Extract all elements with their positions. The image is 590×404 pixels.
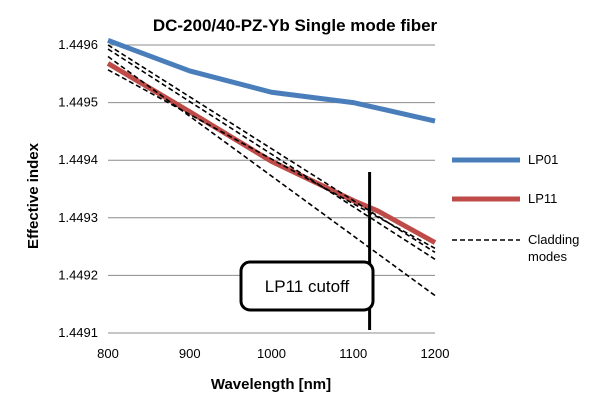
series-layer — [106, 38, 437, 297]
legend-label: LP11 — [528, 191, 557, 206]
x-tick-label: 1200 — [421, 346, 450, 361]
legend-label-line: modes — [528, 249, 568, 264]
y-tick-label: 1.4495 — [58, 95, 98, 110]
grid-layer — [108, 44, 435, 334]
y-tick-label: 1.4496 — [58, 37, 98, 52]
y-tick-label: 1.4494 — [58, 152, 98, 167]
y-tick-label: 1.4493 — [58, 210, 98, 225]
cutoff-label: LP11 cutoff — [265, 277, 350, 296]
legend: LP01 LP11 Cladding modes — [452, 152, 579, 264]
legend-label-line: LP01 — [528, 152, 558, 167]
x-tick-label: 1100 — [339, 346, 367, 361]
y-tick-label: 1.4491 — [58, 325, 98, 340]
x-tick-label: 800 — [97, 346, 119, 361]
cutoff-box — [239, 260, 375, 312]
legend-label-line: LP11 — [528, 191, 557, 206]
cladding-mode-line — [107, 44, 436, 254]
tick-layer: 1.4491 1.4492 1.4493 1.4494 1.4495 1.4496 800 9… — [58, 37, 449, 361]
chart-title: DC-200/40-PZ-Yb Single mode fiber — [153, 16, 438, 35]
cladding-mode-line — [107, 69, 436, 250]
cladding-mode-line — [107, 48, 436, 260]
legend-label: LP01 — [528, 152, 558, 167]
series-line-lp01 — [107, 38, 436, 124]
y-axis-title: Effective index — [25, 142, 42, 249]
x-tick-label: 1000 — [257, 346, 286, 361]
x-tick-label: 900 — [179, 346, 201, 361]
annotation-layer: LP11 cutoff — [239, 172, 375, 330]
legend-label: Cladding modes — [528, 232, 579, 264]
y-tick-label: 1.4492 — [58, 267, 98, 282]
x-axis-title: Wavelength [nm] — [211, 376, 331, 393]
cladding-mode-line — [107, 55, 436, 297]
legend-label-line: Cladding — [528, 232, 579, 247]
